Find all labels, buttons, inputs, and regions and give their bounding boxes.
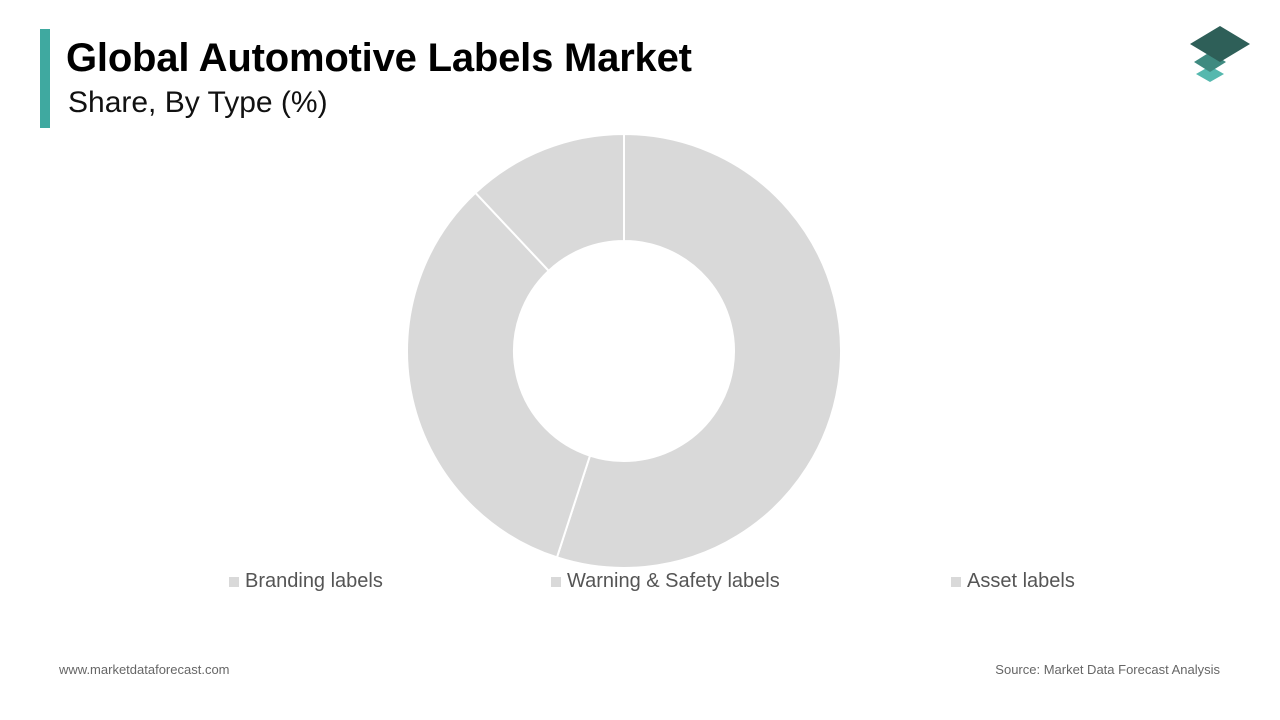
footer-source: Source: Market Data Forecast Analysis: [995, 662, 1220, 677]
legend-swatch: [951, 576, 961, 587]
stacked-layers-icon: [1190, 26, 1250, 82]
title-accent-bar: [40, 29, 50, 128]
donut-slice-branding-labels: [555, 132, 842, 569]
donut-slice-asset-labels: [474, 132, 625, 273]
chart-legend: Branding labels Warning & Safety labels As…: [0, 570, 1280, 596]
legend-item: Warning & Safety labels: [551, 570, 780, 593]
chart-title: Global Automotive Labels Market: [66, 36, 692, 80]
legend-item: Branding labels: [229, 570, 383, 593]
legend-item: Asset labels: [951, 570, 1075, 593]
legend-label: Branding labels: [245, 570, 383, 592]
donut-slice-warning-safety-labels: [406, 191, 592, 559]
legend-label: Asset labels: [967, 570, 1075, 592]
legend-swatch: [551, 576, 561, 587]
footer-website: www.marketdataforecast.com: [59, 662, 230, 677]
legend-swatch: [229, 576, 239, 587]
chart-subtitle: Share, By Type (%): [68, 86, 328, 119]
logo-layer-top: [1190, 26, 1250, 62]
logo-layer-bottom: [1196, 66, 1224, 82]
legend-label: Warning & Safety labels: [567, 570, 780, 592]
